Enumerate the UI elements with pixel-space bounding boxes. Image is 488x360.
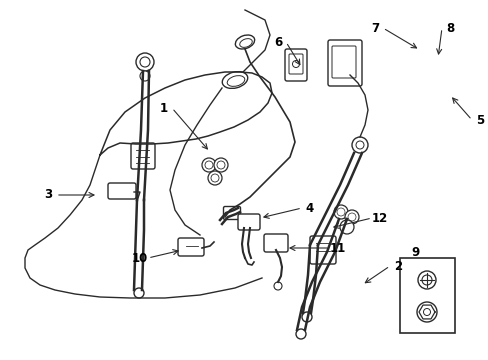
Circle shape bbox=[423, 309, 429, 315]
Text: 1: 1 bbox=[160, 102, 168, 114]
Circle shape bbox=[295, 329, 305, 339]
FancyBboxPatch shape bbox=[309, 236, 335, 264]
FancyBboxPatch shape bbox=[264, 234, 287, 252]
Circle shape bbox=[134, 288, 143, 298]
Circle shape bbox=[140, 71, 150, 81]
Circle shape bbox=[355, 141, 363, 149]
Text: 4: 4 bbox=[305, 202, 313, 215]
Circle shape bbox=[207, 171, 222, 185]
Circle shape bbox=[336, 208, 345, 216]
Text: 9: 9 bbox=[410, 246, 418, 258]
Circle shape bbox=[202, 158, 216, 172]
Ellipse shape bbox=[227, 76, 244, 86]
Circle shape bbox=[333, 205, 347, 219]
Text: 2: 2 bbox=[393, 260, 401, 273]
Text: 12: 12 bbox=[371, 211, 387, 225]
FancyBboxPatch shape bbox=[238, 214, 260, 230]
Circle shape bbox=[302, 312, 311, 322]
Circle shape bbox=[204, 161, 213, 169]
FancyBboxPatch shape bbox=[108, 183, 136, 199]
FancyBboxPatch shape bbox=[178, 238, 203, 256]
Text: 5: 5 bbox=[475, 113, 483, 126]
FancyBboxPatch shape bbox=[331, 46, 355, 78]
Circle shape bbox=[140, 57, 150, 67]
Bar bbox=[399, 258, 454, 333]
Text: 8: 8 bbox=[445, 22, 453, 35]
Circle shape bbox=[210, 174, 219, 182]
Circle shape bbox=[417, 271, 435, 289]
Circle shape bbox=[347, 213, 355, 221]
Text: 11: 11 bbox=[329, 242, 346, 255]
Circle shape bbox=[345, 210, 358, 224]
Text: 3: 3 bbox=[44, 189, 52, 202]
Ellipse shape bbox=[239, 39, 252, 48]
FancyBboxPatch shape bbox=[288, 54, 303, 74]
FancyBboxPatch shape bbox=[131, 143, 155, 169]
Text: 6: 6 bbox=[273, 36, 282, 49]
Circle shape bbox=[416, 302, 436, 322]
Circle shape bbox=[214, 158, 227, 172]
FancyBboxPatch shape bbox=[223, 207, 240, 220]
Circle shape bbox=[421, 275, 431, 285]
Circle shape bbox=[339, 220, 353, 234]
Text: 10: 10 bbox=[132, 252, 148, 265]
Circle shape bbox=[292, 60, 299, 68]
Circle shape bbox=[217, 161, 224, 169]
Text: 7: 7 bbox=[370, 22, 378, 35]
Circle shape bbox=[273, 282, 282, 290]
FancyBboxPatch shape bbox=[327, 40, 361, 86]
FancyBboxPatch shape bbox=[285, 49, 306, 81]
Ellipse shape bbox=[235, 35, 254, 49]
Circle shape bbox=[351, 137, 367, 153]
Circle shape bbox=[136, 53, 154, 71]
Ellipse shape bbox=[222, 72, 247, 89]
